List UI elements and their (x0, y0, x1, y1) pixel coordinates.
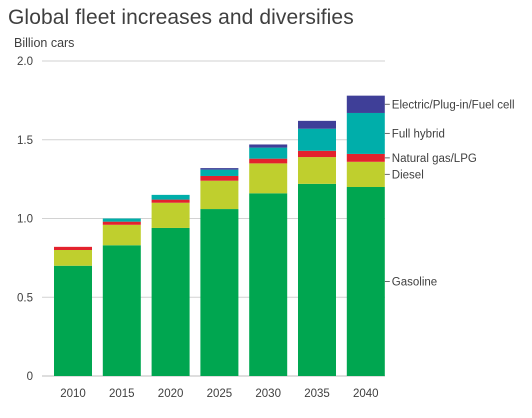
bar-segment (298, 183, 336, 376)
x-tick-label: 2025 (207, 388, 233, 400)
bar-segment (102, 218, 141, 222)
legend-label: Full hybrid (392, 128, 445, 140)
bar-segment (102, 221, 141, 225)
chart-title: Global fleet increases and diversifies (8, 6, 354, 29)
bar-segment (151, 194, 190, 200)
y-tick-label: 1.0 (17, 214, 33, 226)
bar-segment (346, 112, 385, 154)
bar-segment (151, 202, 190, 228)
bar-segment (346, 153, 385, 162)
x-tick-label: 2040 (353, 388, 379, 400)
bar-segment (346, 95, 385, 113)
bar-segment (249, 147, 288, 159)
bar-segment (200, 175, 239, 181)
y-tick-label: 2.0 (17, 56, 33, 68)
bar-segment (249, 144, 288, 148)
legend-label: Electric/Plug-in/Fuel cell (392, 99, 515, 111)
bar-segment (54, 246, 92, 250)
bar-segment (346, 187, 385, 376)
bar-segment (298, 150, 336, 158)
y-axis-unit-label: Billion cars (14, 36, 75, 50)
bar-segment (249, 193, 288, 376)
y-tick-label: 0.5 (17, 292, 33, 304)
bar-segment (54, 250, 92, 266)
bar-segment (151, 227, 190, 376)
x-tick-label: 2010 (60, 388, 86, 400)
bar-segment (200, 168, 239, 170)
bar-segment (298, 120, 336, 129)
bar-segment (102, 224, 141, 246)
x-tick-label: 2035 (304, 388, 330, 400)
bar-segment (200, 180, 239, 210)
legend-label: Diesel (392, 169, 424, 181)
bar-segment (102, 245, 141, 376)
x-tick-label: 2020 (158, 388, 184, 400)
bar-segment (298, 128, 336, 151)
bar-segment (298, 157, 336, 184)
legend-label: Gasoline (392, 277, 437, 289)
legend-label: Natural gas/LPG (392, 153, 477, 165)
x-tick-label: 2015 (109, 388, 135, 400)
bar-segment (54, 265, 92, 376)
x-tick-label: 2030 (255, 388, 281, 400)
bar-segment (200, 209, 239, 376)
bar-segment (346, 161, 385, 187)
bar-segment (200, 169, 239, 176)
y-tick-label: 0 (27, 371, 33, 383)
bar-segment (249, 158, 288, 164)
bar-segment (249, 163, 288, 194)
bar-segment (151, 199, 190, 203)
y-tick-label: 1.5 (17, 135, 33, 147)
